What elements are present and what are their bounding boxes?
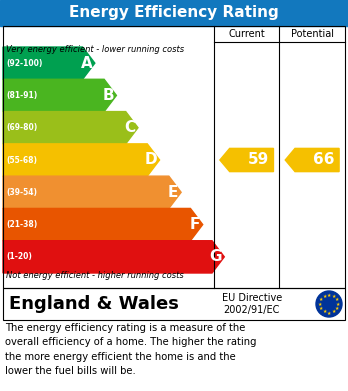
Text: ★: ★ [318,301,322,307]
Polygon shape [3,111,138,144]
Text: ★: ★ [336,301,340,307]
Polygon shape [3,144,159,176]
Text: ★: ★ [322,294,327,299]
Bar [3,288,345,320]
Text: Current: Current [228,29,265,39]
Text: D: D [145,152,158,167]
Text: B: B [102,88,114,103]
Text: 2002/91/EC: 2002/91/EC [223,305,280,315]
Bar [0,0,348,26]
Text: Not energy efficient - higher running costs: Not energy efficient - higher running co… [6,271,184,280]
Text: 66: 66 [313,152,335,167]
Polygon shape [3,241,224,273]
Text: (39-54): (39-54) [6,188,37,197]
Text: (21-38): (21-38) [6,220,37,229]
Polygon shape [285,148,339,172]
Polygon shape [3,47,95,79]
Text: ★: ★ [331,294,336,299]
Text: ★: ★ [335,297,339,302]
Text: C: C [124,120,135,135]
Text: The energy efficiency rating is a measure of the
overall efficiency of a home. T: The energy efficiency rating is a measur… [5,323,256,376]
Text: ★: ★ [319,297,323,302]
Text: (69-80): (69-80) [6,123,37,132]
Text: Energy Efficiency Rating: Energy Efficiency Rating [69,5,279,20]
Text: Very energy efficient - lower running costs: Very energy efficient - lower running co… [6,45,184,54]
Text: ★: ★ [327,292,331,298]
Text: (81-91): (81-91) [6,91,37,100]
Text: ★: ★ [322,309,327,314]
Bar [3,26,345,288]
Text: (1-20): (1-20) [6,252,32,261]
Text: ★: ★ [319,306,323,311]
Text: ★: ★ [331,309,336,314]
Text: F: F [189,217,199,232]
Text: ★: ★ [335,306,339,311]
Text: G: G [209,249,222,264]
Text: ★: ★ [327,310,331,316]
Text: (55-68): (55-68) [6,156,37,165]
Text: (92-100): (92-100) [6,59,42,68]
Text: 59: 59 [248,152,269,167]
Text: EU Directive: EU Directive [222,293,282,303]
Text: Potential: Potential [291,29,334,39]
Polygon shape [3,176,181,208]
Text: England & Wales: England & Wales [9,295,179,313]
Text: A: A [80,56,92,71]
Polygon shape [3,79,116,111]
Circle shape [316,291,342,317]
Polygon shape [3,208,203,241]
Polygon shape [220,148,274,172]
Text: E: E [167,185,178,200]
